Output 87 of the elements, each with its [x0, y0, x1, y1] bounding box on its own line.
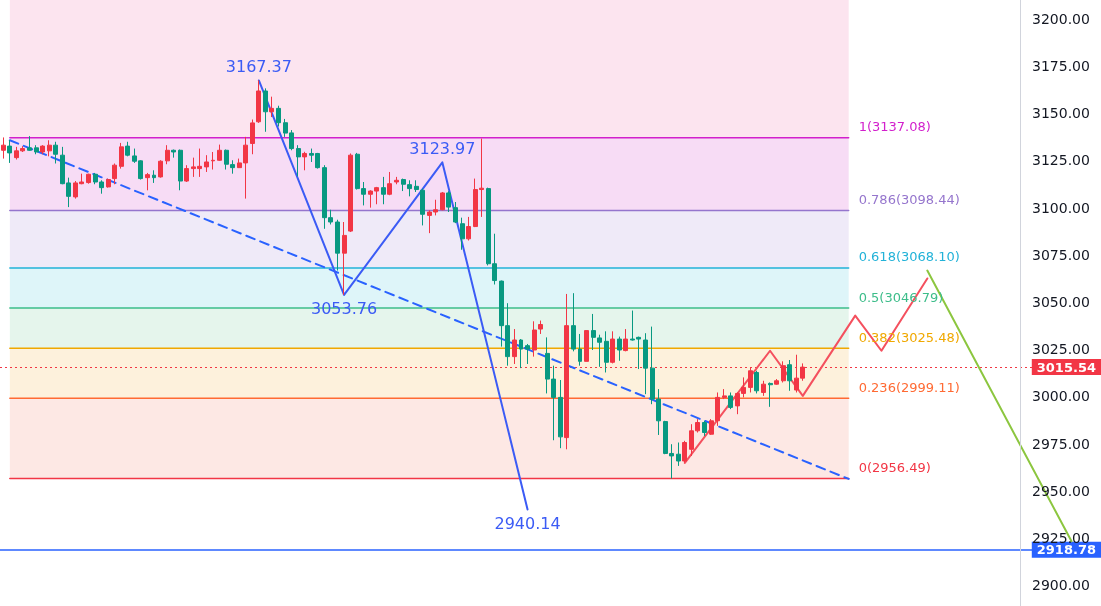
candlestick: [761, 380, 766, 397]
data-label: 3167.37: [225, 56, 292, 76]
candlestick: [414, 179, 419, 193]
y-tick-label: 3200.00: [1032, 10, 1090, 27]
candlestick: [250, 119, 255, 155]
candlestick: [125, 141, 130, 157]
data-label: 3123.97: [409, 138, 476, 158]
candlestick: [47, 139, 52, 157]
candlestick: [676, 442, 681, 467]
candlestick: [420, 188, 425, 226]
candlestick: [1, 136, 6, 160]
ref-line-label: 2918.78: [1036, 542, 1096, 558]
candlestick: [27, 135, 32, 152]
candlestick: [453, 201, 458, 224]
y-tick-label: 3150.00: [1032, 105, 1090, 122]
y-tick-label: 3100.00: [1032, 199, 1090, 216]
data-label: 2940.14: [494, 513, 561, 533]
candlestick: [112, 162, 117, 185]
candlestick: [211, 151, 215, 171]
candlestick: [558, 379, 563, 449]
candlestick: [584, 330, 589, 362]
candlestick: [728, 391, 733, 410]
candlestick: [571, 292, 576, 352]
candlestick: [119, 142, 124, 170]
y-tick-label: 3075.00: [1032, 246, 1090, 263]
candlestick: [787, 359, 792, 392]
series-label: 1(3137.08): [858, 119, 931, 135]
candlestick: [86, 173, 91, 185]
candlestick: [617, 336, 622, 362]
candlestick: [702, 420, 707, 437]
candlestick: [178, 149, 183, 191]
candlestick: [525, 343, 530, 365]
candlestick: [171, 149, 176, 159]
candlestick: [440, 191, 445, 211]
y-tick-label: 2975.00: [1032, 435, 1090, 452]
y-tick-label: 3000.00: [1032, 388, 1090, 405]
candlestick: [276, 105, 281, 127]
candlestick: [204, 154, 209, 173]
candlestick: [7, 139, 12, 164]
candlestick: [610, 330, 615, 364]
candlestick: [152, 169, 156, 184]
y-tick-label: 3025.00: [1032, 341, 1090, 358]
candlestick: [446, 190, 451, 213]
candlestick: [256, 79, 261, 124]
candlestick: [722, 388, 727, 400]
candlestick: [643, 332, 648, 395]
y-tick-label: 2900.00: [1032, 577, 1090, 594]
candlestick: [768, 381, 773, 408]
candlestick: [578, 333, 582, 367]
candlestick: [269, 96, 274, 118]
candlestick: [184, 164, 189, 183]
y-tick-label: 3175.00: [1032, 58, 1090, 75]
y-tick-label: 3125.00: [1032, 152, 1090, 169]
candlestick: [53, 141, 58, 164]
series-label: 0.618(3068.10): [858, 249, 960, 265]
line-series: [257, 79, 529, 511]
series-label: 0(2956.49): [858, 460, 931, 476]
candlestick: [394, 176, 399, 185]
candlestick: [381, 176, 386, 205]
candlestick: [519, 338, 523, 369]
candlestick: [165, 144, 170, 165]
ref-line-label: 3015.54: [1036, 359, 1096, 375]
candlestick: [387, 171, 392, 196]
candlestick: [460, 217, 465, 251]
candlestick: [342, 221, 347, 296]
candlestick: [682, 440, 687, 464]
candlestick: [158, 159, 163, 179]
candlestick: [40, 144, 45, 155]
series-label: 0.786(3098.44): [858, 192, 960, 208]
candlestick: [34, 144, 39, 155]
candlestick: [217, 144, 222, 162]
candlestick: [564, 293, 569, 450]
series-label: 0.236(2999.11): [858, 379, 960, 395]
candlestick: [466, 216, 471, 242]
candlestick: [106, 178, 111, 189]
candlestick: [623, 328, 628, 352]
candlestick: [512, 328, 517, 365]
candlestick: [774, 378, 779, 386]
candlestick: [754, 370, 759, 394]
candlestick: [335, 219, 340, 272]
y-tick-label: 3050.00: [1032, 294, 1090, 311]
candlestick: [302, 151, 307, 171]
candlestick: [348, 152, 353, 233]
candlestick: [604, 330, 609, 373]
candlestick: [263, 87, 268, 133]
candlestick: [145, 172, 150, 191]
candlestick: [296, 144, 301, 177]
